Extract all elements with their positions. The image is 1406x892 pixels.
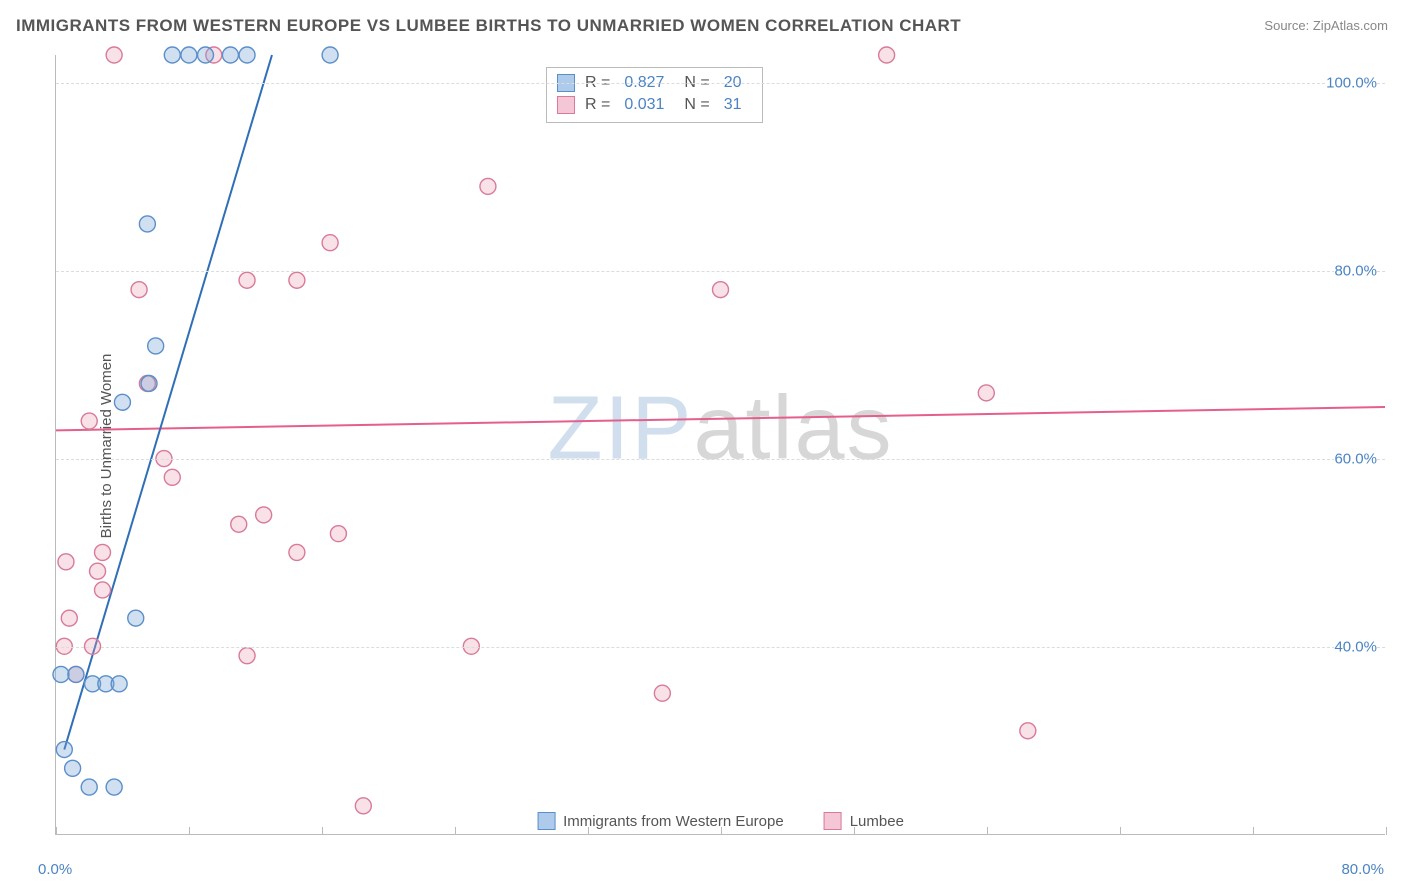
swatch-pink <box>824 812 842 830</box>
data-point <box>181 47 197 63</box>
source-value: ZipAtlas.com <box>1313 18 1388 33</box>
data-point <box>355 798 371 814</box>
legend-R-label: R = <box>585 96 610 114</box>
data-point <box>480 178 496 194</box>
x-axis-min-label: 0.0% <box>38 861 72 878</box>
data-point <box>139 216 155 232</box>
gridline <box>56 271 1385 272</box>
data-point <box>322 47 338 63</box>
data-point <box>131 282 147 298</box>
x-tick <box>189 827 190 835</box>
data-point <box>231 516 247 532</box>
data-point <box>978 385 994 401</box>
data-point <box>222 47 238 63</box>
data-point <box>164 469 180 485</box>
x-tick <box>987 827 988 835</box>
data-point <box>289 544 305 560</box>
x-tick <box>322 827 323 835</box>
source-attribution: Source: ZipAtlas.com <box>1264 18 1388 33</box>
data-point <box>164 47 180 63</box>
data-point <box>198 47 214 63</box>
data-point <box>61 610 77 626</box>
correlation-legend: R = 0.827 N = 20 R = 0.031 N = 31 <box>546 67 763 123</box>
data-point <box>289 272 305 288</box>
legend-pink-name: Lumbee <box>850 813 904 830</box>
x-tick <box>1120 827 1121 835</box>
data-point <box>65 760 81 776</box>
data-point <box>322 235 338 251</box>
x-tick <box>721 827 722 835</box>
x-axis-max-label: 80.0% <box>1341 861 1384 878</box>
data-point <box>106 47 122 63</box>
swatch-pink <box>557 96 575 114</box>
data-point <box>1020 723 1036 739</box>
data-point <box>148 338 164 354</box>
gridline <box>56 459 1385 460</box>
data-point <box>111 676 127 692</box>
data-point <box>81 413 97 429</box>
legend-item-blue: Immigrants from Western Europe <box>537 812 784 830</box>
data-point <box>330 526 346 542</box>
data-point <box>56 742 72 758</box>
chart-svg <box>56 55 1385 834</box>
legend-pink-N: 31 <box>724 96 742 114</box>
legend-row-pink: R = 0.031 N = 31 <box>557 94 752 116</box>
data-point <box>654 685 670 701</box>
x-tick <box>56 827 57 835</box>
legend-N-label: N = <box>684 96 709 114</box>
y-tick-label: 60.0% <box>1334 451 1377 468</box>
legend-pink-R: 0.031 <box>624 96 664 114</box>
chart-title: IMMIGRANTS FROM WESTERN EUROPE VS LUMBEE… <box>16 16 961 36</box>
data-point <box>713 282 729 298</box>
x-tick <box>455 827 456 835</box>
data-point <box>90 563 106 579</box>
data-point <box>239 648 255 664</box>
y-tick-label: 40.0% <box>1334 639 1377 656</box>
data-point <box>114 394 130 410</box>
data-point <box>81 779 97 795</box>
data-point <box>53 666 69 682</box>
legend-item-pink: Lumbee <box>824 812 904 830</box>
data-point <box>95 582 111 598</box>
x-tick <box>1386 827 1387 835</box>
data-point <box>68 666 84 682</box>
data-point <box>128 610 144 626</box>
y-tick-label: 80.0% <box>1334 263 1377 280</box>
source-label: Source: <box>1264 18 1309 33</box>
data-point <box>106 779 122 795</box>
data-point <box>95 544 111 560</box>
gridline <box>56 647 1385 648</box>
x-tick <box>588 827 589 835</box>
data-point <box>239 47 255 63</box>
x-tick <box>854 827 855 835</box>
x-tick <box>1253 827 1254 835</box>
swatch-blue <box>537 812 555 830</box>
gridline <box>56 83 1385 84</box>
data-point <box>141 376 157 392</box>
data-point <box>879 47 895 63</box>
data-point <box>58 554 74 570</box>
trend-line <box>56 407 1385 430</box>
y-tick-label: 100.0% <box>1326 75 1377 92</box>
legend-blue-name: Immigrants from Western Europe <box>563 813 784 830</box>
data-point <box>256 507 272 523</box>
plot-area: ZIPatlas R = 0.827 N = 20 R = 0.031 N = … <box>55 55 1385 835</box>
data-point <box>239 272 255 288</box>
